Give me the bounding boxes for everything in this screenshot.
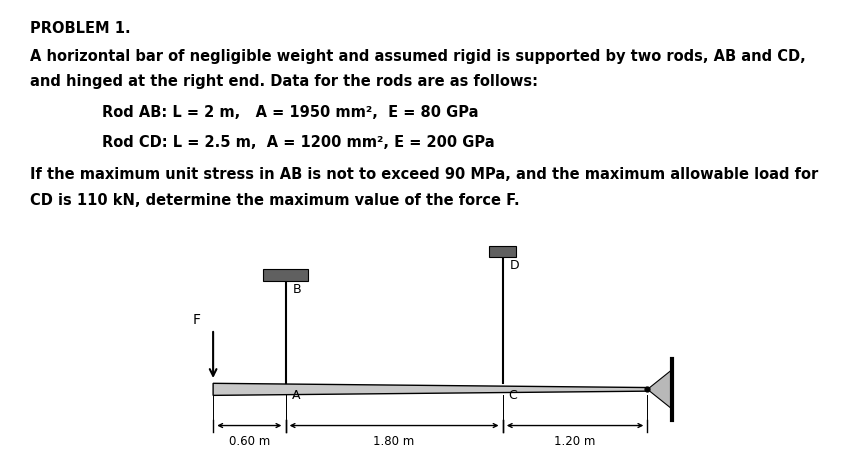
Text: D: D <box>510 259 519 272</box>
Bar <box>489 246 516 257</box>
Polygon shape <box>213 383 647 395</box>
Text: CD is 110 kN, determine the maximum value of the force F.: CD is 110 kN, determine the maximum valu… <box>30 193 519 208</box>
Text: If the maximum unit stress in AB is not to exceed 90 MPa, and the maximum allowa: If the maximum unit stress in AB is not … <box>30 167 818 182</box>
Text: 1.20 m: 1.20 m <box>554 435 596 448</box>
Text: Rod CD: L = 2.5 m,  A = 1200 mm², E = 200 GPa: Rod CD: L = 2.5 m, A = 1200 mm², E = 200… <box>102 135 494 150</box>
Text: 0.60 m: 0.60 m <box>228 435 270 448</box>
Text: C: C <box>508 389 518 402</box>
Text: A horizontal bar of negligible weight and assumed rigid is supported by two rods: A horizontal bar of negligible weight an… <box>30 49 805 64</box>
Polygon shape <box>647 370 672 409</box>
Text: Rod AB: L = 2 m,   A = 1950 mm²,  E = 80 GPa: Rod AB: L = 2 m, A = 1950 mm², E = 80 GP… <box>102 105 478 120</box>
Text: B: B <box>293 283 301 296</box>
Text: F: F <box>193 312 201 326</box>
Text: and hinged at the right end. Data for the rods are as follows:: and hinged at the right end. Data for th… <box>30 74 537 89</box>
Text: PROBLEM 1.: PROBLEM 1. <box>30 21 130 36</box>
Bar <box>262 269 309 281</box>
Text: A: A <box>292 389 300 402</box>
Text: 1.80 m: 1.80 m <box>373 435 415 448</box>
